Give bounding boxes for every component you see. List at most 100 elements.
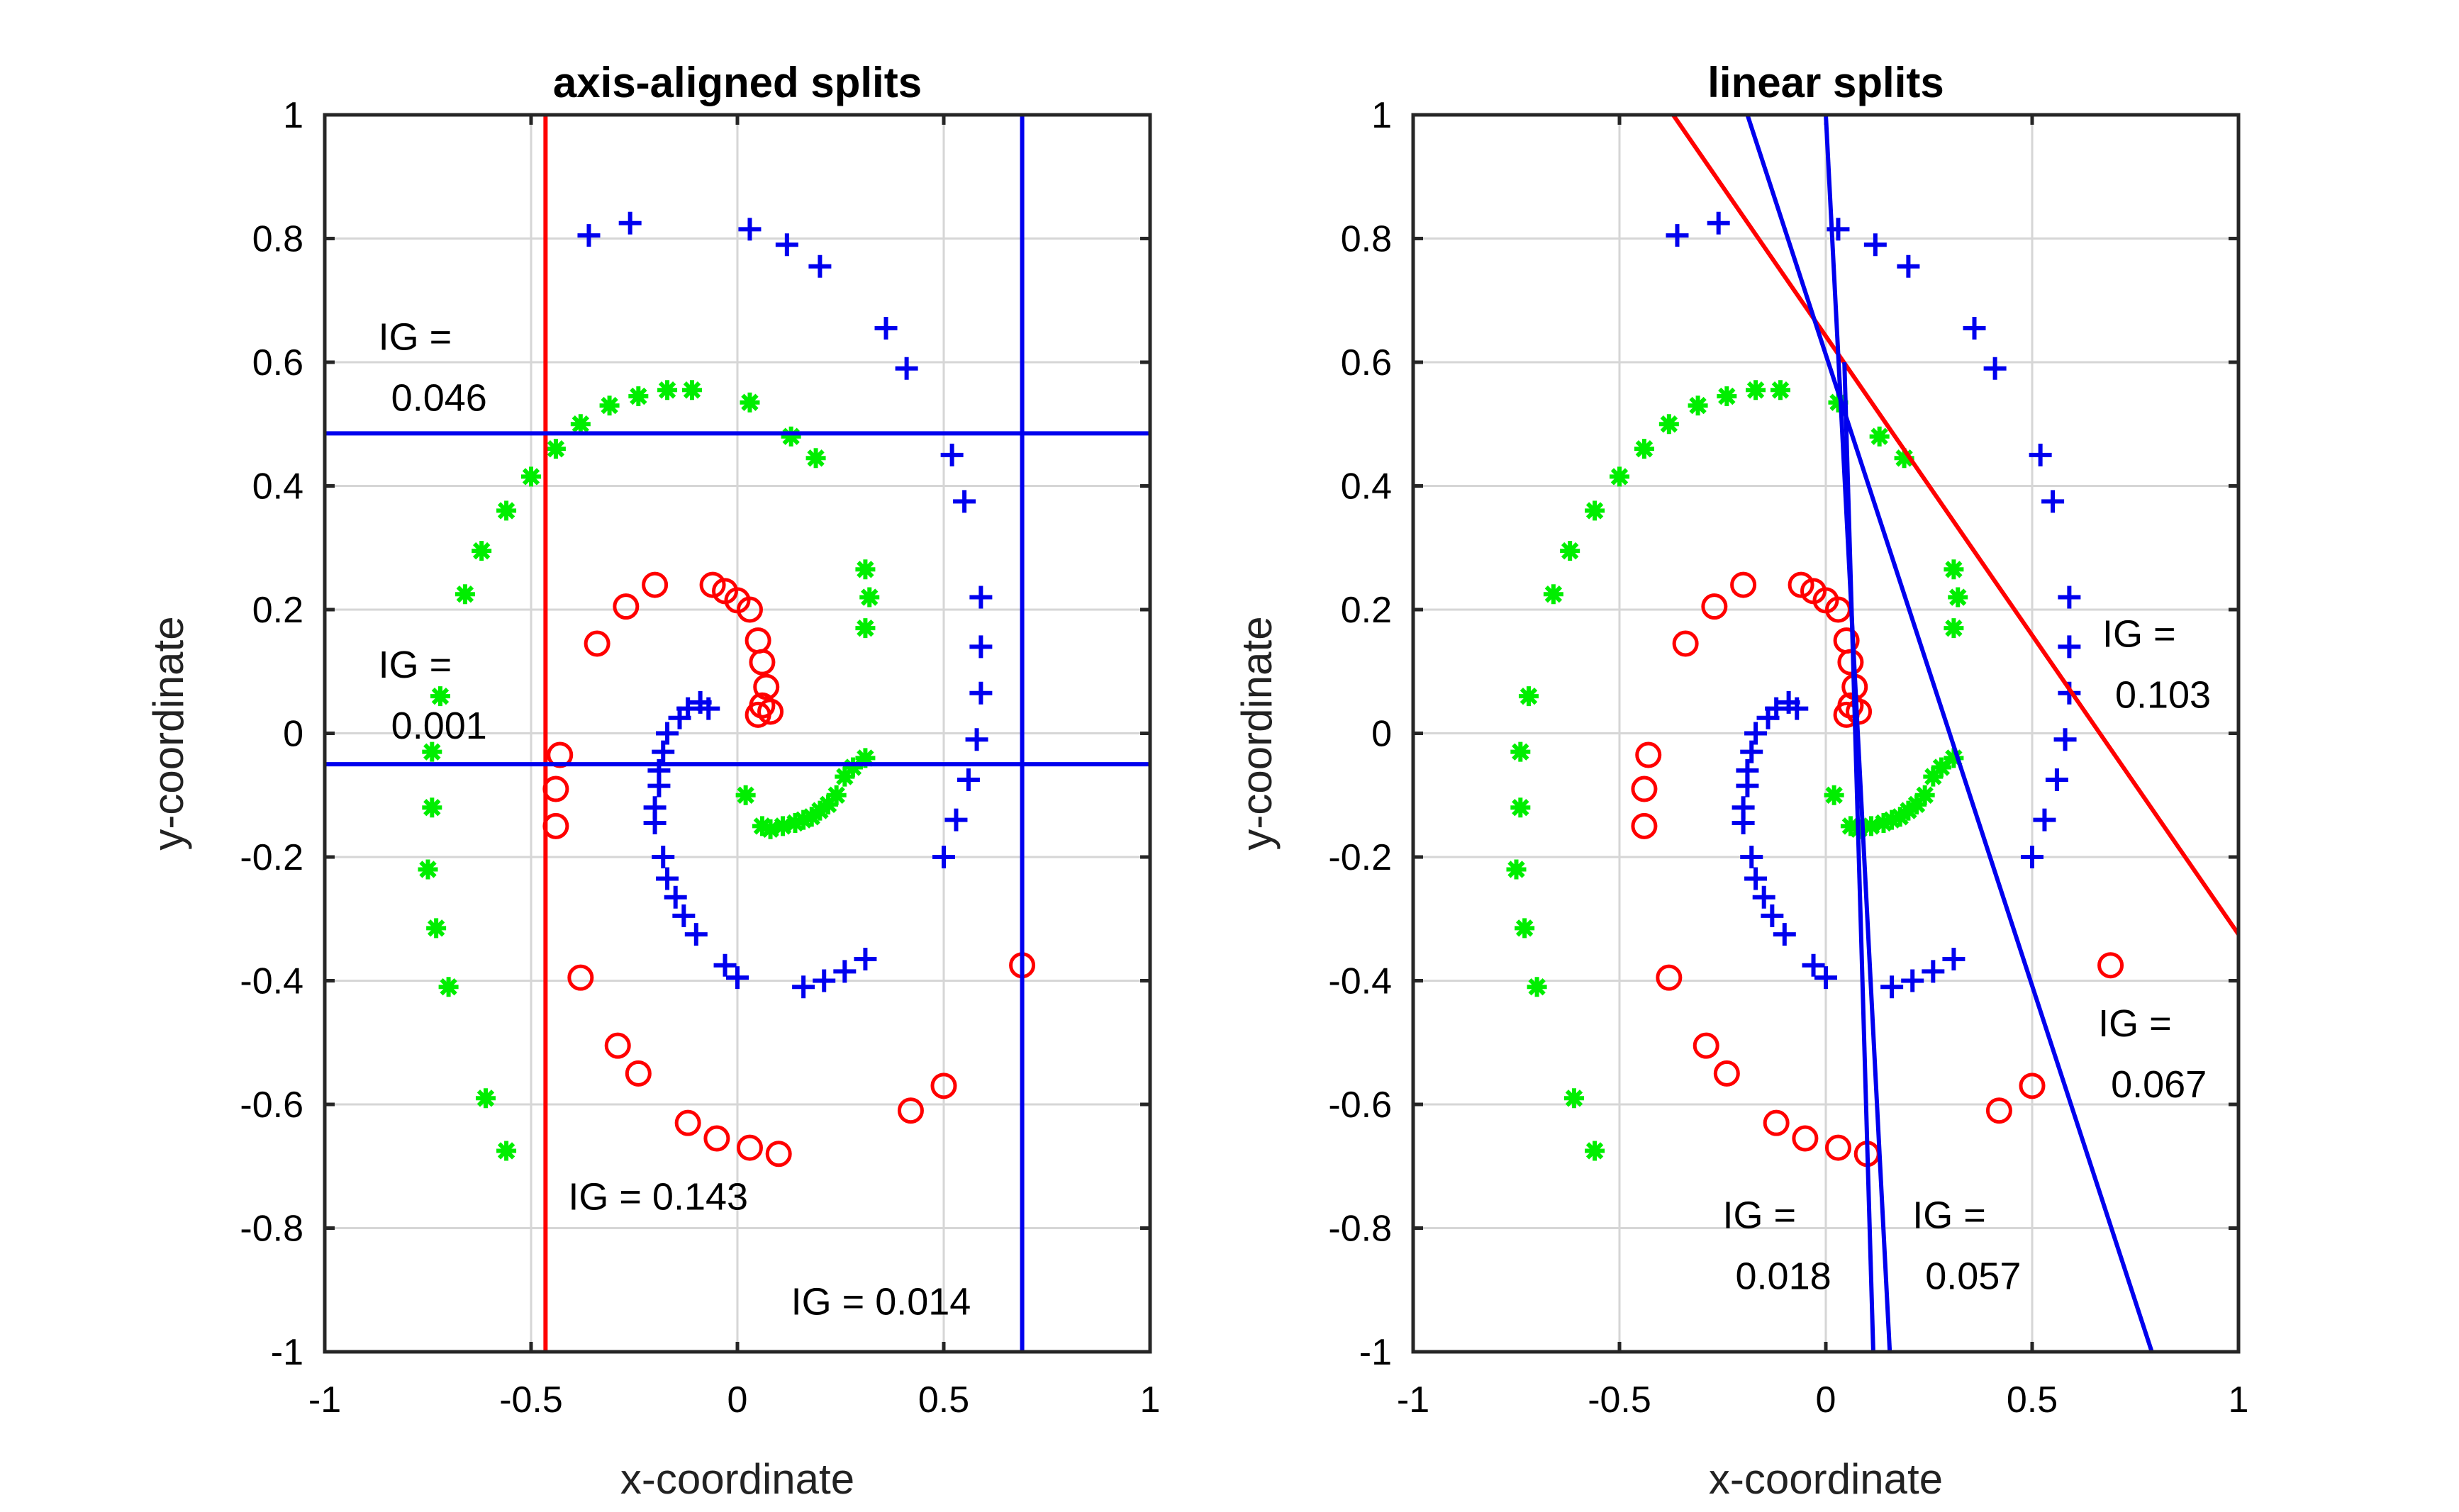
y-tick-label: 0.6 [1341,342,1392,383]
data-point-circle [2019,1073,2046,1099]
data-point-star [1944,618,1964,639]
ig-annotation-line: IG = [1912,1194,1986,1237]
data-point-star [1898,800,1919,821]
data-point-circle [1693,1032,1719,1059]
data-point-circle [1631,812,1658,839]
x-tick-label: -0.5 [499,1379,563,1421]
data-point-star [628,386,649,406]
panel-axis-aligned: axis-aligned splits x-coordinate y-coord… [145,59,1160,1503]
x-axis-label: x-coordinate [620,1455,854,1503]
data-point-plus [969,681,993,705]
data-point-plus [1761,904,1784,927]
data-point-star [773,816,793,836]
ig-annotation-line: IG = [2098,1002,2172,1045]
data-point-circle [1656,964,1683,991]
ig-annotation-line: IG = 0.014 [791,1281,971,1323]
data-point-plus [1773,923,1796,946]
data-point-plus [652,846,675,868]
y-tick-label: 0 [283,714,303,755]
data-point-star [1907,794,1927,814]
data-point-plus [1765,697,1788,720]
ig-annotation: IG = 0.067 [2098,1002,2207,1106]
data-point-plus [969,635,993,659]
data-point-star [1585,1141,1605,1161]
data-point-star [1861,816,1882,836]
y-tick-label: 1 [283,95,303,136]
data-point-plus [808,254,832,278]
data-point-star [1931,757,1951,778]
y-tick-label: -1 [271,1332,303,1373]
data-point-circle [753,673,780,700]
data-point-star [826,785,847,805]
data-point-circle [1730,571,1757,598]
data-point-star [1688,396,1708,416]
axes-frame [1411,113,2241,1354]
data-point-star [1770,380,1790,401]
data-point-star [1585,500,1605,521]
data-point-circle [736,1134,763,1161]
y-tick-label: -0.2 [1328,837,1392,878]
data-point-plus [2053,728,2077,751]
data-point-star [496,1141,517,1161]
data-point-star [1890,807,1910,827]
data-point-circle [642,571,669,598]
data-point-star [1914,785,1935,805]
data-point-star [810,800,830,821]
data-point-circle [542,775,569,802]
data-point-plus [2033,808,2056,831]
chart-title: linear splits [1707,59,1944,106]
data-point-plus [1814,966,1837,990]
y-tick-label: -0.8 [1328,1209,1392,1250]
y-tick-label: 0.8 [1341,219,1392,260]
data-point-circle [1713,1060,1740,1087]
data-point-circle [1701,593,1728,620]
data-point-plus [1666,224,1689,247]
data-point-circle [625,1060,652,1087]
ig-annotation-line: IG = [379,644,452,686]
data-point-circle [1985,1097,2012,1124]
data-point-circle [1824,1134,1851,1161]
data-point-circle [1672,630,1699,657]
ig-annotation-line: 0.103 [2115,673,2211,716]
ig-annotation: IG = 0.103 [2102,612,2211,716]
data-point-star [1828,392,1849,413]
data-point-circle [703,1125,730,1152]
data-point-star [438,977,459,997]
y-tick-label: -0.6 [240,1085,303,1126]
data-point-star [818,794,839,814]
data-point-circle [674,1109,701,1136]
data-point-circle [930,1073,957,1099]
data-point-star [418,859,438,880]
data-point-star [781,426,801,447]
data-point-plus [874,317,898,340]
x-tick-label: 0.5 [2007,1379,2058,1421]
data-point-plus [2021,846,2043,868]
data-point-star [842,757,863,778]
data-point-plus [672,904,696,927]
data-point-star [859,587,880,607]
data-point-plus [1740,740,1763,763]
data-point-star [1948,587,1968,607]
data-point-plus [577,224,601,247]
data-point-plus [1740,846,1763,868]
data-point-star [521,466,541,487]
data-point-plus [1983,357,2007,380]
data-point-star [1610,466,1629,487]
x-tick-label: 1 [2229,1379,2249,1421]
y-tick-label: -0.6 [1328,1085,1392,1126]
ig-annotation-line: 0.018 [1736,1255,1831,1298]
data-point-star [1840,816,1861,836]
data-point-plus [792,975,815,999]
x-axis-label: x-coordinate [1709,1455,1943,1503]
data-point-plus [953,490,976,513]
data-point-plus [676,697,700,720]
data-point-plus [1897,254,1920,278]
split-line [1745,115,2154,1352]
data-point-star [855,748,876,768]
data-point-plus [2029,443,2052,466]
data-point-star [855,618,876,639]
data-point-circle [1763,1109,1790,1136]
data-point-star [599,396,620,416]
data-point-star [735,785,756,805]
